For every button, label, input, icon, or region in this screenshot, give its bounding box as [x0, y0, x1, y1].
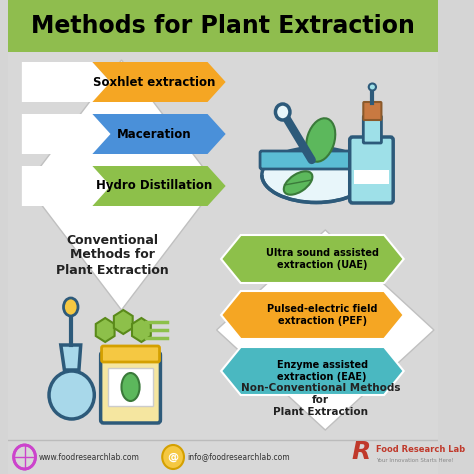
FancyBboxPatch shape — [350, 137, 393, 203]
Polygon shape — [22, 166, 110, 206]
Polygon shape — [221, 291, 404, 339]
Ellipse shape — [284, 171, 312, 195]
Text: Maceration: Maceration — [117, 128, 192, 140]
Ellipse shape — [64, 298, 78, 316]
FancyBboxPatch shape — [363, 116, 382, 143]
Circle shape — [162, 445, 184, 469]
Polygon shape — [27, 60, 217, 310]
Text: Soxhlet extraction: Soxhlet extraction — [93, 75, 216, 89]
FancyBboxPatch shape — [260, 151, 373, 169]
Polygon shape — [221, 347, 404, 395]
FancyBboxPatch shape — [8, 0, 438, 474]
FancyBboxPatch shape — [354, 170, 389, 184]
Text: R: R — [352, 440, 371, 464]
Polygon shape — [22, 62, 110, 102]
FancyBboxPatch shape — [100, 352, 160, 423]
Text: www.foodresearchlab.com: www.foodresearchlab.com — [39, 453, 140, 462]
Text: Food Research Lab: Food Research Lab — [376, 446, 465, 455]
Text: Methods for Plant Extraction: Methods for Plant Extraction — [31, 14, 415, 38]
Text: Your Innovation Starts Here!: Your Innovation Starts Here! — [376, 458, 454, 464]
FancyBboxPatch shape — [363, 102, 382, 120]
Ellipse shape — [262, 147, 371, 202]
Polygon shape — [92, 166, 226, 206]
Text: Non-Conventional Methods
for
Plant Extraction: Non-Conventional Methods for Plant Extra… — [241, 383, 401, 417]
Ellipse shape — [369, 83, 376, 91]
Text: Ultra sound assisted
extraction (UAE): Ultra sound assisted extraction (UAE) — [266, 248, 379, 270]
Text: Pulsed-electric field
extraction (PEF): Pulsed-electric field extraction (PEF) — [267, 304, 377, 326]
FancyBboxPatch shape — [8, 0, 438, 52]
Polygon shape — [221, 235, 404, 283]
Text: Enzyme assisted
extraction (EAE): Enzyme assisted extraction (EAE) — [277, 360, 368, 382]
Ellipse shape — [306, 118, 335, 162]
FancyBboxPatch shape — [101, 346, 160, 362]
Polygon shape — [22, 114, 110, 154]
Circle shape — [275, 104, 290, 120]
FancyBboxPatch shape — [108, 368, 153, 406]
Polygon shape — [217, 230, 434, 430]
Ellipse shape — [49, 371, 94, 419]
Text: Hydro Distillation: Hydro Distillation — [96, 180, 213, 192]
Polygon shape — [61, 345, 81, 370]
Text: @: @ — [167, 452, 179, 462]
Text: info@foodresearchlab.com: info@foodresearchlab.com — [188, 453, 290, 462]
Text: Conventional
Methods for
Plant Extraction: Conventional Methods for Plant Extractio… — [56, 234, 169, 276]
Polygon shape — [92, 114, 226, 154]
Polygon shape — [92, 62, 226, 102]
Ellipse shape — [121, 373, 139, 401]
